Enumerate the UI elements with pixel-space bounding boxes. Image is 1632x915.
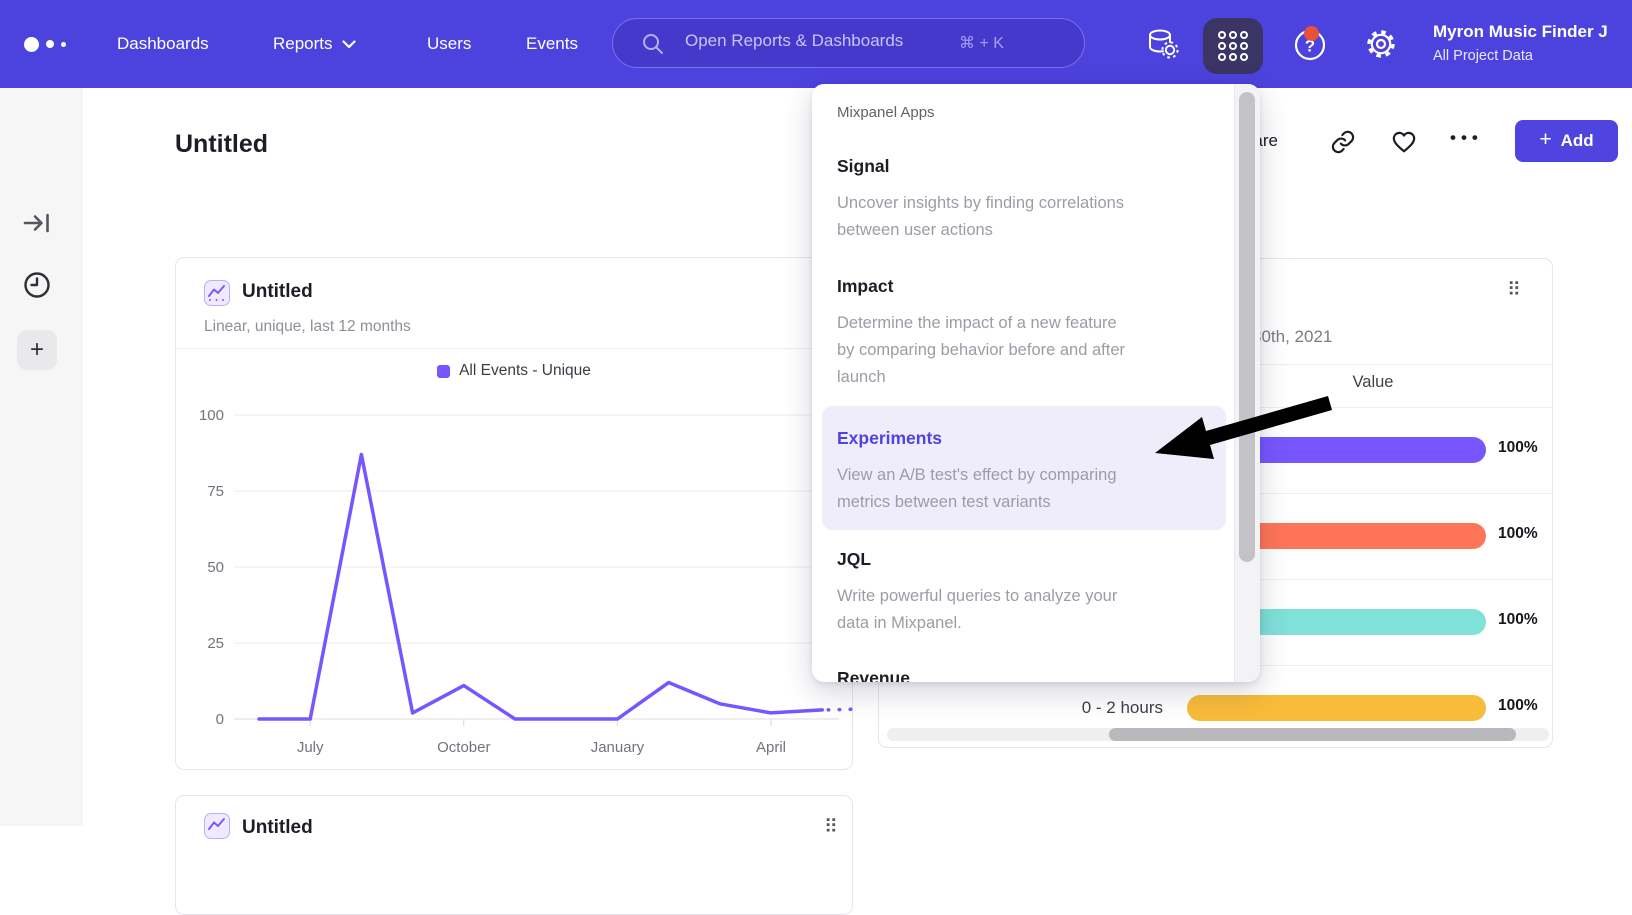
menu-item-jql[interactable]: JQL [837,549,872,569]
insights-chart-icon [204,813,230,839]
settings-gear-icon[interactable] [1358,0,1404,88]
table-column-header: Value [1352,373,1394,391]
page-title: Untitled [175,130,269,158]
apps-grid-icon[interactable] [1203,18,1263,74]
svg-text:25: 25 [207,635,224,652]
svg-text:?: ? [1305,37,1315,56]
global-search[interactable]: ⌘ + K [612,18,1085,68]
vertical-scrollbar-thumb[interactable] [1239,92,1255,562]
menu-item-revenue[interactable]: Revenue [837,668,910,682]
value-percent: 100% [1498,611,1538,628]
search-icon [643,34,663,54]
expand-sidebar-icon[interactable] [22,208,52,238]
favorite-heart-icon[interactable] [1390,128,1418,154]
svg-text:April: April [756,739,786,756]
nav-item-events[interactable]: Events [526,0,578,88]
menu-title: Mixpanel Apps [837,104,935,121]
menu-item-description: View an A/B test's effect by comparing m… [837,466,1117,511]
search-shortcut-hint: ⌘ + K [959,35,1004,52]
value-percent: 100% [1498,439,1538,456]
logo-dot-small [61,41,66,47]
mixpanel-logo-icon[interactable] [24,0,66,88]
nav-item-label: Users [427,34,472,53]
plus-icon: + [1539,128,1552,151]
value-bar [1187,695,1486,721]
menu-item-description: Determine the impact of a new feature by… [837,314,1126,386]
notification-badge [1304,26,1319,41]
legend-label: All Events - Unique [459,362,591,379]
drag-handle-icon[interactable]: ⠿ [1507,280,1521,301]
left-rail: + [0,88,83,826]
mixpanel-apps-menu: Mixpanel Apps Signal Uncover insights by… [812,84,1260,682]
top-navbar: Dashboards Reports Users Events ⌘ + K ? [0,0,1632,88]
value-percent: 100% [1498,697,1538,714]
svg-text:January: January [591,739,645,756]
help-icon[interactable]: ? [1288,0,1332,88]
legend-swatch [437,364,451,378]
svg-text:100: 100 [199,407,224,424]
menu-item-impact[interactable]: Impact [837,276,894,296]
more-options-button[interactable]: ••• [1450,128,1483,147]
svg-text:50: 50 [207,559,224,576]
menu-item-description: Uncover insights by finding correlations… [837,194,1125,239]
drag-handle-icon[interactable]: ⠿ [824,817,838,838]
divider [176,348,852,349]
add-button[interactable]: + Add [1515,120,1618,162]
copy-link-icon[interactable] [1330,129,1356,155]
card-subtitle: Linear, unique, last 12 months [204,318,411,335]
card-date-range: 30th, 2021 [1252,327,1333,346]
horizontal-scrollbar-thumb[interactable] [1109,728,1516,741]
chart-card-untitled-2: Untitled ⠿ [175,795,853,915]
chart-card-untitled: Untitled Linear, unique, last 12 months … [175,257,854,770]
user-name: Myron Music Finder J [1433,22,1608,41]
svg-text:75: 75 [207,483,224,500]
line-chart: 0 25 50 75 100 July October January April [199,407,854,756]
logo-dot-large [24,36,39,52]
user-project: All Project Data [1433,48,1533,64]
table-row-label: 0 - 2 hours [1081,698,1163,717]
logo-dot-medium [46,40,54,48]
nav-item-users[interactable]: Users [427,0,471,88]
nav-item-label: Reports [273,34,333,53]
user-menu[interactable]: Myron Music Finder J All Project Data [1433,22,1632,64]
menu-item-description: Write powerful queries to analyze your d… [837,587,1118,632]
recent-clock-icon[interactable] [22,270,52,300]
chevron-down-icon [341,39,356,48]
svg-text:July: July [297,739,324,756]
svg-text:October: October [437,739,490,756]
svg-text:0: 0 [216,711,224,728]
menu-item-signal[interactable]: Signal [837,156,890,176]
card-title: Untitled [242,817,313,838]
data-management-icon[interactable] [1138,0,1186,88]
search-input[interactable] [685,31,955,51]
chart-legend[interactable]: All Events - Unique [176,362,852,380]
menu-item-experiments[interactable]: Experiments [837,428,943,448]
nav-item-label: Dashboards [117,34,209,53]
add-button-label: Add [1560,131,1594,150]
nav-item-label: Events [526,34,578,53]
value-percent: 100% [1498,525,1538,542]
card-title: Untitled [242,281,313,302]
insights-chart-icon [204,280,230,306]
apps-grid-dots [1218,31,1248,61]
add-icon[interactable]: + [17,330,57,370]
nav-item-dashboards[interactable]: Dashboards [117,0,209,88]
nav-item-reports[interactable]: Reports [273,0,356,88]
